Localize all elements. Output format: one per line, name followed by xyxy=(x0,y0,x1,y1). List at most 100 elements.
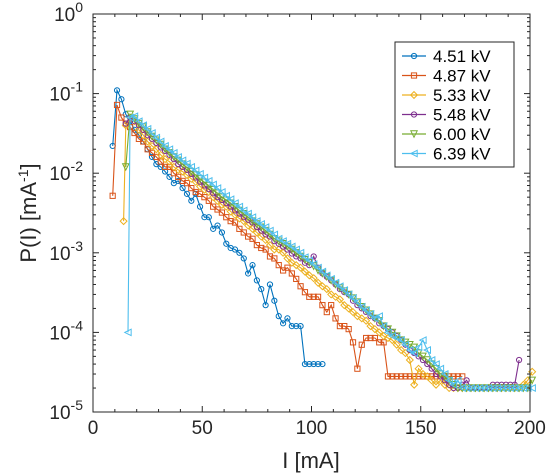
data-point xyxy=(405,355,414,365)
data-point xyxy=(397,373,405,380)
data-point xyxy=(119,217,128,226)
data-point xyxy=(109,192,116,199)
data-point xyxy=(166,173,173,180)
data-point xyxy=(331,292,340,301)
data-point xyxy=(314,360,322,368)
data-point xyxy=(287,258,296,267)
data-point xyxy=(301,289,309,296)
data-point xyxy=(275,262,282,269)
data-point xyxy=(353,298,362,307)
data-point xyxy=(376,339,383,346)
data-point xyxy=(306,360,313,368)
data-point xyxy=(205,214,212,221)
data-point xyxy=(527,384,536,393)
data-point xyxy=(123,328,132,337)
legend-label: 4.51 kV xyxy=(433,47,491,66)
data-point xyxy=(262,246,269,253)
data-point xyxy=(182,159,191,168)
data-point xyxy=(245,270,252,277)
data-point xyxy=(510,384,519,393)
data-point xyxy=(178,156,187,165)
data-point xyxy=(214,222,221,229)
data-point xyxy=(326,274,335,283)
data-point xyxy=(253,277,260,284)
data-point xyxy=(450,373,457,380)
data-point xyxy=(463,377,470,384)
data-point xyxy=(319,302,326,309)
data-point xyxy=(471,384,480,393)
data-point xyxy=(357,302,366,311)
data-point xyxy=(328,302,335,309)
data-point xyxy=(440,370,449,379)
data-point xyxy=(291,245,300,254)
data-point xyxy=(332,315,339,322)
data-point xyxy=(300,267,310,276)
data-point xyxy=(160,141,169,150)
data-point xyxy=(457,384,466,393)
data-point xyxy=(370,314,379,323)
data-point xyxy=(248,213,257,222)
data-point xyxy=(310,253,317,260)
data-point xyxy=(249,262,256,269)
data-point xyxy=(188,197,195,204)
y-tick-label: 10-5 xyxy=(49,397,83,424)
data-point xyxy=(270,230,279,239)
data-point xyxy=(293,275,300,283)
data-point xyxy=(353,298,362,307)
x-tick-label: 100 xyxy=(296,418,328,439)
data-point xyxy=(205,197,212,204)
data-point xyxy=(169,148,178,157)
data-point xyxy=(175,173,182,180)
data-point xyxy=(113,87,121,94)
data-point xyxy=(188,184,195,192)
data-point xyxy=(226,195,235,204)
data-point xyxy=(418,336,427,345)
data-point xyxy=(366,321,375,331)
data-point xyxy=(396,345,406,355)
data-point xyxy=(208,180,217,189)
data-point xyxy=(249,235,256,242)
data-point xyxy=(292,261,301,270)
x-tick-label: 200 xyxy=(514,418,546,439)
data-point xyxy=(265,240,275,250)
data-point xyxy=(388,332,397,341)
data-point xyxy=(156,150,165,159)
data-point xyxy=(243,209,252,218)
data-point xyxy=(152,133,161,142)
data-point xyxy=(130,112,139,121)
x-tick-label: 50 xyxy=(192,418,213,439)
data-point xyxy=(162,163,169,170)
data-point xyxy=(157,158,164,165)
data-point xyxy=(213,184,222,193)
data-point xyxy=(335,295,345,304)
data-point xyxy=(217,188,226,197)
data-point xyxy=(126,110,135,119)
legend-marker xyxy=(409,90,419,100)
data-point xyxy=(345,326,352,333)
legend-label: 5.33 kV xyxy=(433,86,491,105)
data-point xyxy=(293,322,300,330)
data-point xyxy=(354,365,361,372)
data-point xyxy=(284,315,291,322)
y-tick-label: 10-1 xyxy=(49,79,83,106)
data-point xyxy=(148,153,156,161)
data-point xyxy=(183,190,191,197)
data-point xyxy=(449,380,458,389)
data-point xyxy=(389,373,396,380)
data-point xyxy=(265,226,274,235)
y-axis-title-end: ] xyxy=(16,163,41,169)
data-point xyxy=(314,293,322,300)
data-point xyxy=(192,188,199,196)
y-axis-title-exp: -1 xyxy=(15,169,31,182)
data-point xyxy=(297,322,304,330)
data-point xyxy=(288,322,295,330)
data-point xyxy=(258,244,265,252)
data-point xyxy=(322,271,331,280)
data-point xyxy=(497,384,506,393)
data-point xyxy=(506,384,515,393)
data-point xyxy=(256,219,265,229)
data-point xyxy=(422,346,432,355)
data-point xyxy=(336,322,344,330)
data-point xyxy=(318,282,327,291)
data-point xyxy=(410,380,419,389)
